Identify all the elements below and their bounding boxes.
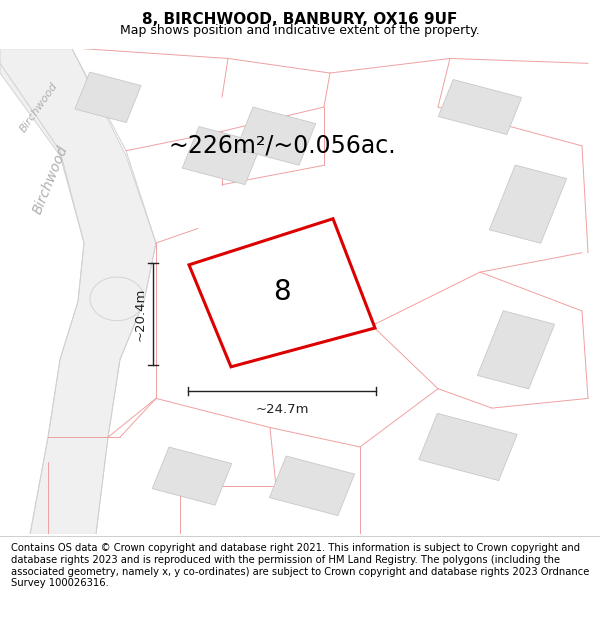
Polygon shape [236,107,316,165]
Text: ~24.7m: ~24.7m [255,403,309,416]
Text: Birchwood: Birchwood [18,80,60,134]
Polygon shape [232,256,332,328]
Polygon shape [419,413,517,481]
Polygon shape [478,311,554,389]
Text: Contains OS data © Crown copyright and database right 2021. This information is : Contains OS data © Crown copyright and d… [11,543,589,588]
Circle shape [90,277,144,321]
Polygon shape [182,126,262,184]
Polygon shape [269,456,355,516]
Polygon shape [75,72,141,122]
Polygon shape [439,79,521,134]
Text: Map shows position and indicative extent of the property.: Map shows position and indicative extent… [120,24,480,36]
Polygon shape [189,219,375,367]
Polygon shape [0,49,156,534]
Text: 8, BIRCHWOOD, BANBURY, OX16 9UF: 8, BIRCHWOOD, BANBURY, OX16 9UF [142,12,458,27]
Text: Birchwood: Birchwood [31,144,71,216]
Polygon shape [490,165,566,243]
Text: ~226m²/~0.056ac.: ~226m²/~0.056ac. [168,134,396,158]
Text: 8: 8 [273,278,291,306]
Polygon shape [152,447,232,505]
Text: ~20.4m: ~20.4m [133,288,146,341]
